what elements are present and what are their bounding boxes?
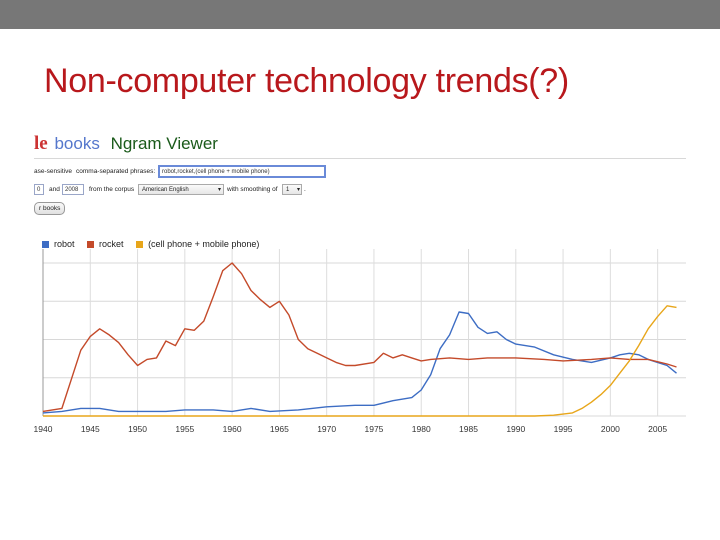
legend-label-robot: robot [54, 239, 75, 249]
chevron-down-icon: ▾ [296, 187, 300, 193]
x-tick-label: 1985 [459, 424, 478, 434]
series-line-cell-phone-mobile-phone [43, 305, 677, 417]
phrases-input[interactable]: robot,rocket,(cell phone + mobile phone) [158, 165, 326, 178]
smoothing-label: with smoothing of [227, 186, 278, 193]
slide-top-bar [0, 0, 720, 29]
legend-swatch-robot [42, 241, 49, 248]
smoothing-select[interactable]: 1 ▾ [282, 184, 302, 195]
series-line-rocket [42, 262, 677, 413]
phrases-label: comma-separated phrases: [76, 168, 156, 175]
ngram-logo: le books Ngram Viewer [34, 133, 218, 155]
corpus-select-value: American English [142, 187, 189, 193]
ngram-screenshot: le books Ngram Viewer ase-sensitive comm… [34, 126, 686, 436]
year-to-input[interactable]: 2008 [62, 184, 84, 195]
chart-legend: robot rocket (cell phone + mobile phone) [42, 239, 269, 249]
legend-swatch-rocket [87, 241, 95, 248]
search-books-button[interactable]: r books [34, 202, 66, 215]
x-tick-label: 1965 [270, 424, 289, 434]
x-tick-label: 1970 [317, 424, 336, 434]
x-tick-label: 2000 [601, 424, 620, 434]
corpus-label: from the corpus [89, 186, 135, 193]
logo-google-fragment: le [34, 133, 48, 154]
x-tick-label: 1950 [128, 424, 147, 434]
x-tick-label: 1955 [175, 424, 194, 434]
legend-item-rocket: rocket [87, 239, 124, 249]
x-tick-label: 2005 [648, 424, 667, 434]
x-tick-label: 1995 [554, 424, 573, 434]
chart-lines [42, 262, 677, 417]
smoothing-select-value: 1 [286, 187, 290, 193]
chart-grid [42, 249, 686, 417]
legend-swatch-cell-phone [136, 241, 144, 248]
series-line-robot [42, 311, 677, 414]
logo-books: books [54, 134, 100, 153]
legend-label-cell-phone: (cell phone + mobile phone) [148, 239, 260, 249]
chevron-down-icon: ▾ [217, 187, 221, 193]
x-tick-label: 1980 [412, 424, 431, 434]
year-from-input[interactable]: 0 [34, 184, 44, 195]
x-axis-ticks: 1940 1945 1950 1955 1960 1965 1970 1975 1980 1985… [34, 424, 667, 434]
x-tick-label: 1975 [364, 424, 383, 434]
case-sensitive-label: ase-sensitive [34, 168, 72, 175]
x-tick-label: 1990 [506, 424, 525, 434]
x-tick-label: 1945 [81, 424, 100, 434]
header-divider [34, 158, 686, 159]
corpus-select[interactable]: American English ▾ [138, 184, 224, 195]
legend-item-robot: robot [42, 239, 75, 249]
x-tick-label: 1960 [223, 424, 242, 434]
logo-ngram-viewer: Ngram Viewer [110, 134, 218, 153]
ngram-chart: 1940 1945 1950 1955 1960 1965 1970 1975 1980 1985… [34, 249, 686, 434]
and-label: and [49, 186, 60, 193]
legend-label-rocket: rocket [99, 239, 124, 249]
legend-item-cell-phone: (cell phone + mobile phone) [136, 239, 259, 249]
x-tick-label: 1940 [34, 424, 53, 434]
slide-title: Non-computer technology trends(?) [44, 62, 569, 100]
